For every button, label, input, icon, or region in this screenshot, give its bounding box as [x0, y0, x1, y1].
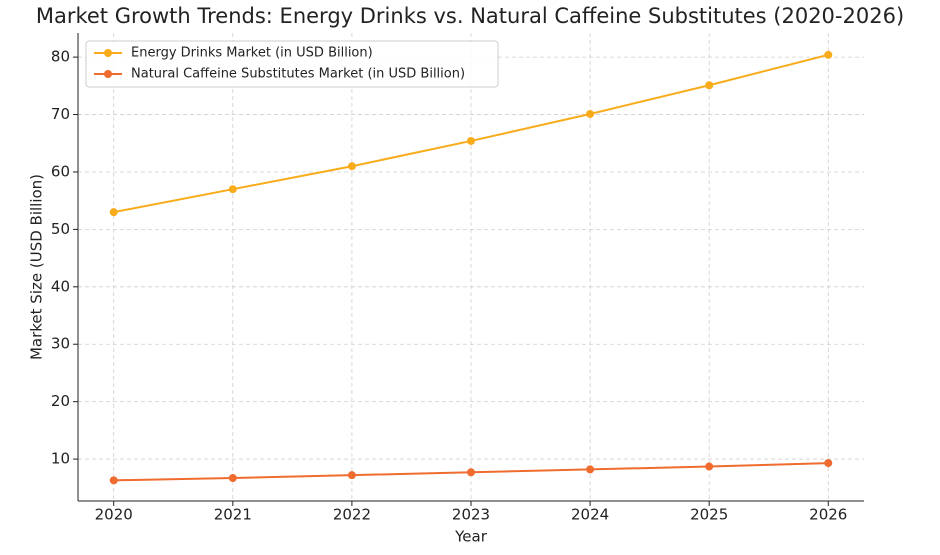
data-point	[586, 465, 595, 474]
y-axis-label: Market Size (USD Billion)	[28, 174, 46, 360]
legend-label: Energy Drinks Market (in USD Billion)	[131, 46, 373, 61]
data-point	[228, 474, 237, 483]
x-tick-label: 2020	[95, 506, 133, 524]
data-point	[109, 208, 118, 217]
data-point	[109, 476, 118, 485]
x-tick-label: 2021	[214, 506, 252, 524]
data-point	[347, 162, 356, 171]
data-point	[705, 81, 714, 90]
legend-label: Natural Caffeine Substitutes Market (in …	[131, 67, 465, 82]
data-point	[705, 462, 714, 471]
data-point	[228, 185, 237, 194]
x-tick-label: 2026	[809, 506, 847, 524]
x-tick-label: 2024	[571, 506, 609, 524]
legend-marker	[104, 70, 112, 78]
chart-title: Market Growth Trends: Energy Drinks vs. …	[36, 4, 904, 28]
x-tick-label: 2022	[333, 506, 371, 524]
data-point	[347, 471, 356, 480]
data-point	[467, 468, 475, 477]
x-axis-label: Year	[454, 528, 488, 546]
data-point	[467, 136, 475, 145]
y-tick-label: 30	[51, 335, 70, 353]
y-tick-label: 70	[51, 105, 70, 123]
y-tick-label: 80	[51, 48, 70, 66]
x-tick-label: 2025	[690, 506, 728, 524]
y-tick-label: 60	[51, 162, 70, 180]
data-point	[824, 459, 833, 468]
data-point	[586, 109, 595, 118]
y-tick-label: 50	[51, 220, 70, 238]
y-tick-label: 10	[51, 450, 70, 468]
x-tick-label: 2023	[452, 506, 490, 524]
legend-marker	[104, 49, 112, 57]
data-point	[824, 50, 833, 59]
y-tick-label: 20	[51, 392, 70, 410]
y-tick-label: 40	[51, 277, 70, 295]
legend-box	[85, 40, 499, 88]
